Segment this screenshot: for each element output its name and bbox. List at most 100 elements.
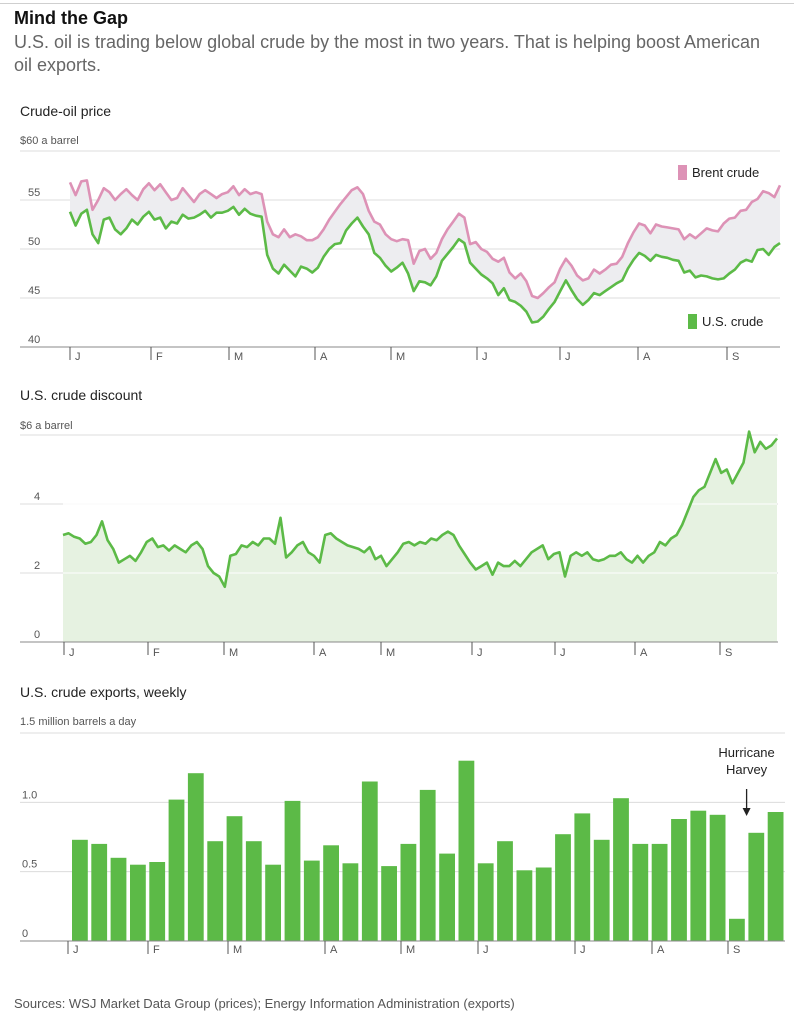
export-bar	[361, 781, 378, 941]
x-tick-label: J	[482, 351, 488, 363]
y-tick-label: 2	[34, 560, 40, 572]
export-bar	[381, 866, 397, 941]
annotation-line2: Harvey	[726, 762, 768, 777]
export-bar	[323, 845, 339, 941]
x-tick-label: J	[580, 944, 586, 956]
y-tick-label: 40	[28, 334, 40, 346]
x-tick-label: A	[640, 647, 648, 659]
y-tick-label: 0	[34, 629, 40, 641]
annotation-line1: Hurricane	[718, 745, 774, 760]
export-bar	[342, 863, 359, 941]
annotation-arrow-head	[742, 808, 751, 816]
export-bar	[613, 798, 629, 941]
y-tick-label: 50	[28, 236, 40, 248]
x-tick-label: M	[386, 647, 395, 659]
x-tick-label: A	[320, 351, 328, 363]
export-bar	[458, 760, 475, 941]
us-crude-line	[68, 205, 781, 324]
export-bar	[226, 816, 243, 941]
x-tick-label: M	[234, 351, 243, 363]
export-bar	[439, 853, 455, 941]
export-bar	[245, 841, 262, 941]
discount-chart: 0 2 4 J F M A M J J A S	[20, 430, 779, 659]
export-bar	[149, 862, 166, 941]
export-bar	[516, 870, 533, 941]
discount-line	[62, 430, 779, 589]
legend-brent-label: Brent crude	[692, 165, 759, 180]
exports-chart-title: U.S. crude exports, weekly	[20, 684, 187, 700]
x-tick-label: A	[319, 647, 327, 659]
export-bar	[555, 834, 571, 941]
export-bar	[690, 810, 707, 941]
source-note: Sources: WSJ Market Data Group (prices);…	[14, 996, 515, 1011]
x-tick-label: M	[396, 351, 405, 363]
export-bar	[651, 843, 668, 941]
x-tick-label: J	[560, 647, 566, 659]
export-bar	[284, 800, 301, 941]
legend-us-label: U.S. crude	[702, 314, 763, 329]
legend-brent-swatch	[678, 165, 687, 180]
y-tick-label: 4	[34, 491, 40, 503]
x-tick-label: A	[643, 351, 651, 363]
x-tick-label: M	[233, 944, 242, 956]
export-bar	[400, 843, 417, 941]
export-bar	[110, 857, 127, 941]
x-tick-label: A	[657, 944, 665, 956]
exports-chart: 0 0.5 1.0 J F M A M J J A S	[20, 732, 785, 956]
y-tick-label: 45	[28, 285, 40, 297]
annotation-arrow	[742, 789, 751, 816]
y-tick-label: 55	[28, 187, 40, 199]
discount-area	[63, 431, 777, 642]
x-tick-label: J	[477, 647, 483, 659]
x-tick-label: S	[725, 647, 732, 659]
export-bar	[265, 864, 281, 941]
x-tick-label: J	[483, 944, 489, 956]
page-title: Mind the Gap	[14, 8, 128, 28]
price-unit-label: $60 a barrel	[20, 135, 79, 147]
export-bar	[477, 863, 494, 941]
x-tick-label: J	[69, 647, 75, 659]
x-tick-label: M	[229, 647, 238, 659]
x-tick-label: F	[153, 944, 160, 956]
export-bar	[709, 814, 726, 941]
price-chart: 40 45 50 55 J F M A M J J A S	[20, 150, 782, 363]
x-tick-label: M	[406, 944, 415, 956]
x-tick-label: S	[733, 944, 740, 956]
x-tick-label: J	[565, 351, 571, 363]
top-rule	[0, 3, 794, 4]
x-tick-label: S	[732, 351, 739, 363]
discount-unit-label: $6 a barrel	[20, 420, 73, 432]
export-bar	[574, 813, 591, 941]
export-bar	[419, 789, 436, 941]
export-bar	[168, 799, 185, 941]
export-bar	[671, 819, 687, 941]
discount-chart-title: U.S. crude discount	[20, 387, 142, 403]
export-bar	[497, 841, 513, 941]
export-bar	[207, 841, 224, 941]
x-tick-label: J	[73, 944, 79, 956]
export-bar	[187, 773, 204, 941]
x-tick-label: J	[75, 351, 81, 363]
export-bar	[729, 918, 745, 941]
export-bar	[748, 832, 765, 941]
export-bar	[593, 839, 610, 941]
export-bar	[72, 839, 88, 941]
brent-crude-line	[68, 179, 782, 300]
export-bar	[130, 864, 146, 941]
x-tick-label: A	[330, 944, 338, 956]
y-tick-label: 1.0	[22, 789, 37, 801]
y-tick-label: 0.5	[22, 859, 37, 871]
x-tick-label: F	[153, 647, 160, 659]
export-bar	[767, 812, 784, 941]
x-tick-label: F	[156, 351, 163, 363]
export-bar	[91, 843, 108, 941]
export-bar	[632, 843, 649, 941]
export-bar	[535, 867, 552, 941]
exports-unit-label: 1.5 million barrels a day	[20, 716, 137, 728]
page-subtitle: U.S. oil is trading below global crude b…	[14, 32, 761, 75]
export-bar	[303, 860, 320, 941]
price-chart-title: Crude-oil price	[20, 103, 111, 119]
y-tick-label: 0	[22, 928, 28, 940]
legend-us-swatch	[688, 314, 697, 329]
